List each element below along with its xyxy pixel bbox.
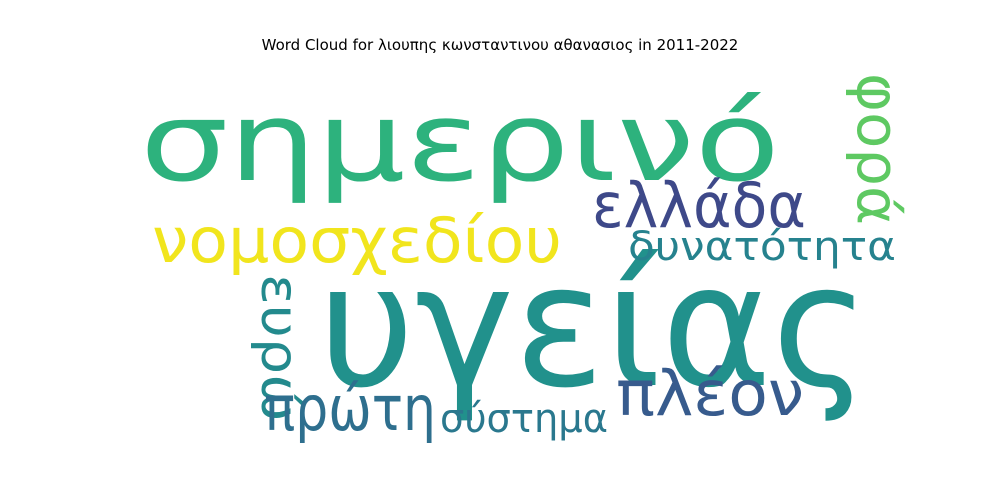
word-systima: σύστημα (440, 396, 608, 442)
figure-title: Word Cloud for λιουπης κωνσταντινου αθαν… (261, 36, 739, 54)
word-dynatotita: δυνατότητα (628, 224, 896, 270)
word-pleon: πλέον (616, 357, 804, 430)
word-proti: πρώτη (264, 372, 436, 445)
word-evro: ευρώ (249, 274, 309, 422)
word-fora: φορά (844, 73, 912, 225)
word-simerino: σημερινό (140, 78, 780, 206)
word-ellada: ελλάδα (592, 169, 806, 242)
word-nomoschediou: νομοσχεδίου (152, 204, 562, 277)
word-ugeias: υγείας (318, 228, 870, 426)
